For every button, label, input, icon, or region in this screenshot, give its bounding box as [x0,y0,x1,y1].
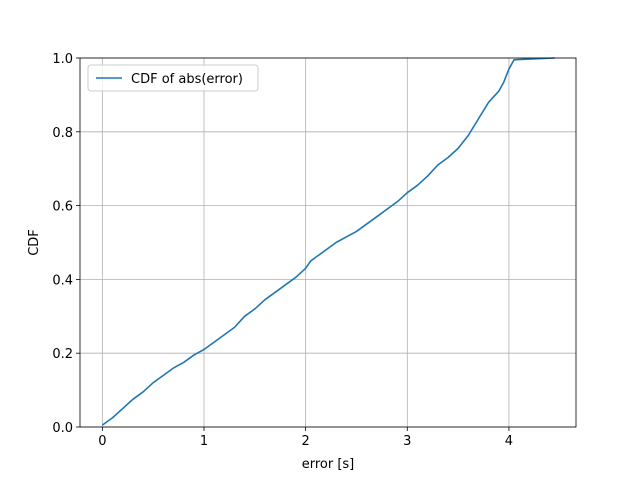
x-tick-label: 3 [403,434,411,449]
x-tick-label: 4 [505,434,513,449]
x-tick-label: 2 [301,434,309,449]
grid-layer [80,57,576,428]
plot-frame [79,57,577,428]
legend-label: CDF of abs(error) [131,72,243,87]
tick-layer: 0 1 2 3 4 0.0 0.2 0.4 0.6 0.8 1.0 [52,52,513,449]
x-tick-label: 0 [98,434,106,449]
y-tick-label: 0.6 [52,200,73,215]
y-tick-label: 1.0 [52,52,73,67]
legend-box [87,64,259,92]
cdf-series-line [101,57,555,426]
series-layer [101,57,555,426]
y-axis-label: CDF [27,229,42,256]
y-tick-label: 0.0 [52,421,73,436]
y-tick-label: 0.2 [52,347,73,362]
y-tick-label: 0.4 [52,273,73,288]
x-tick-label: 1 [200,434,208,449]
legend: CDF of abs(error) [87,64,259,92]
y-tick-label: 0.8 [52,126,73,141]
x-axis-label: error [s] [302,457,355,472]
